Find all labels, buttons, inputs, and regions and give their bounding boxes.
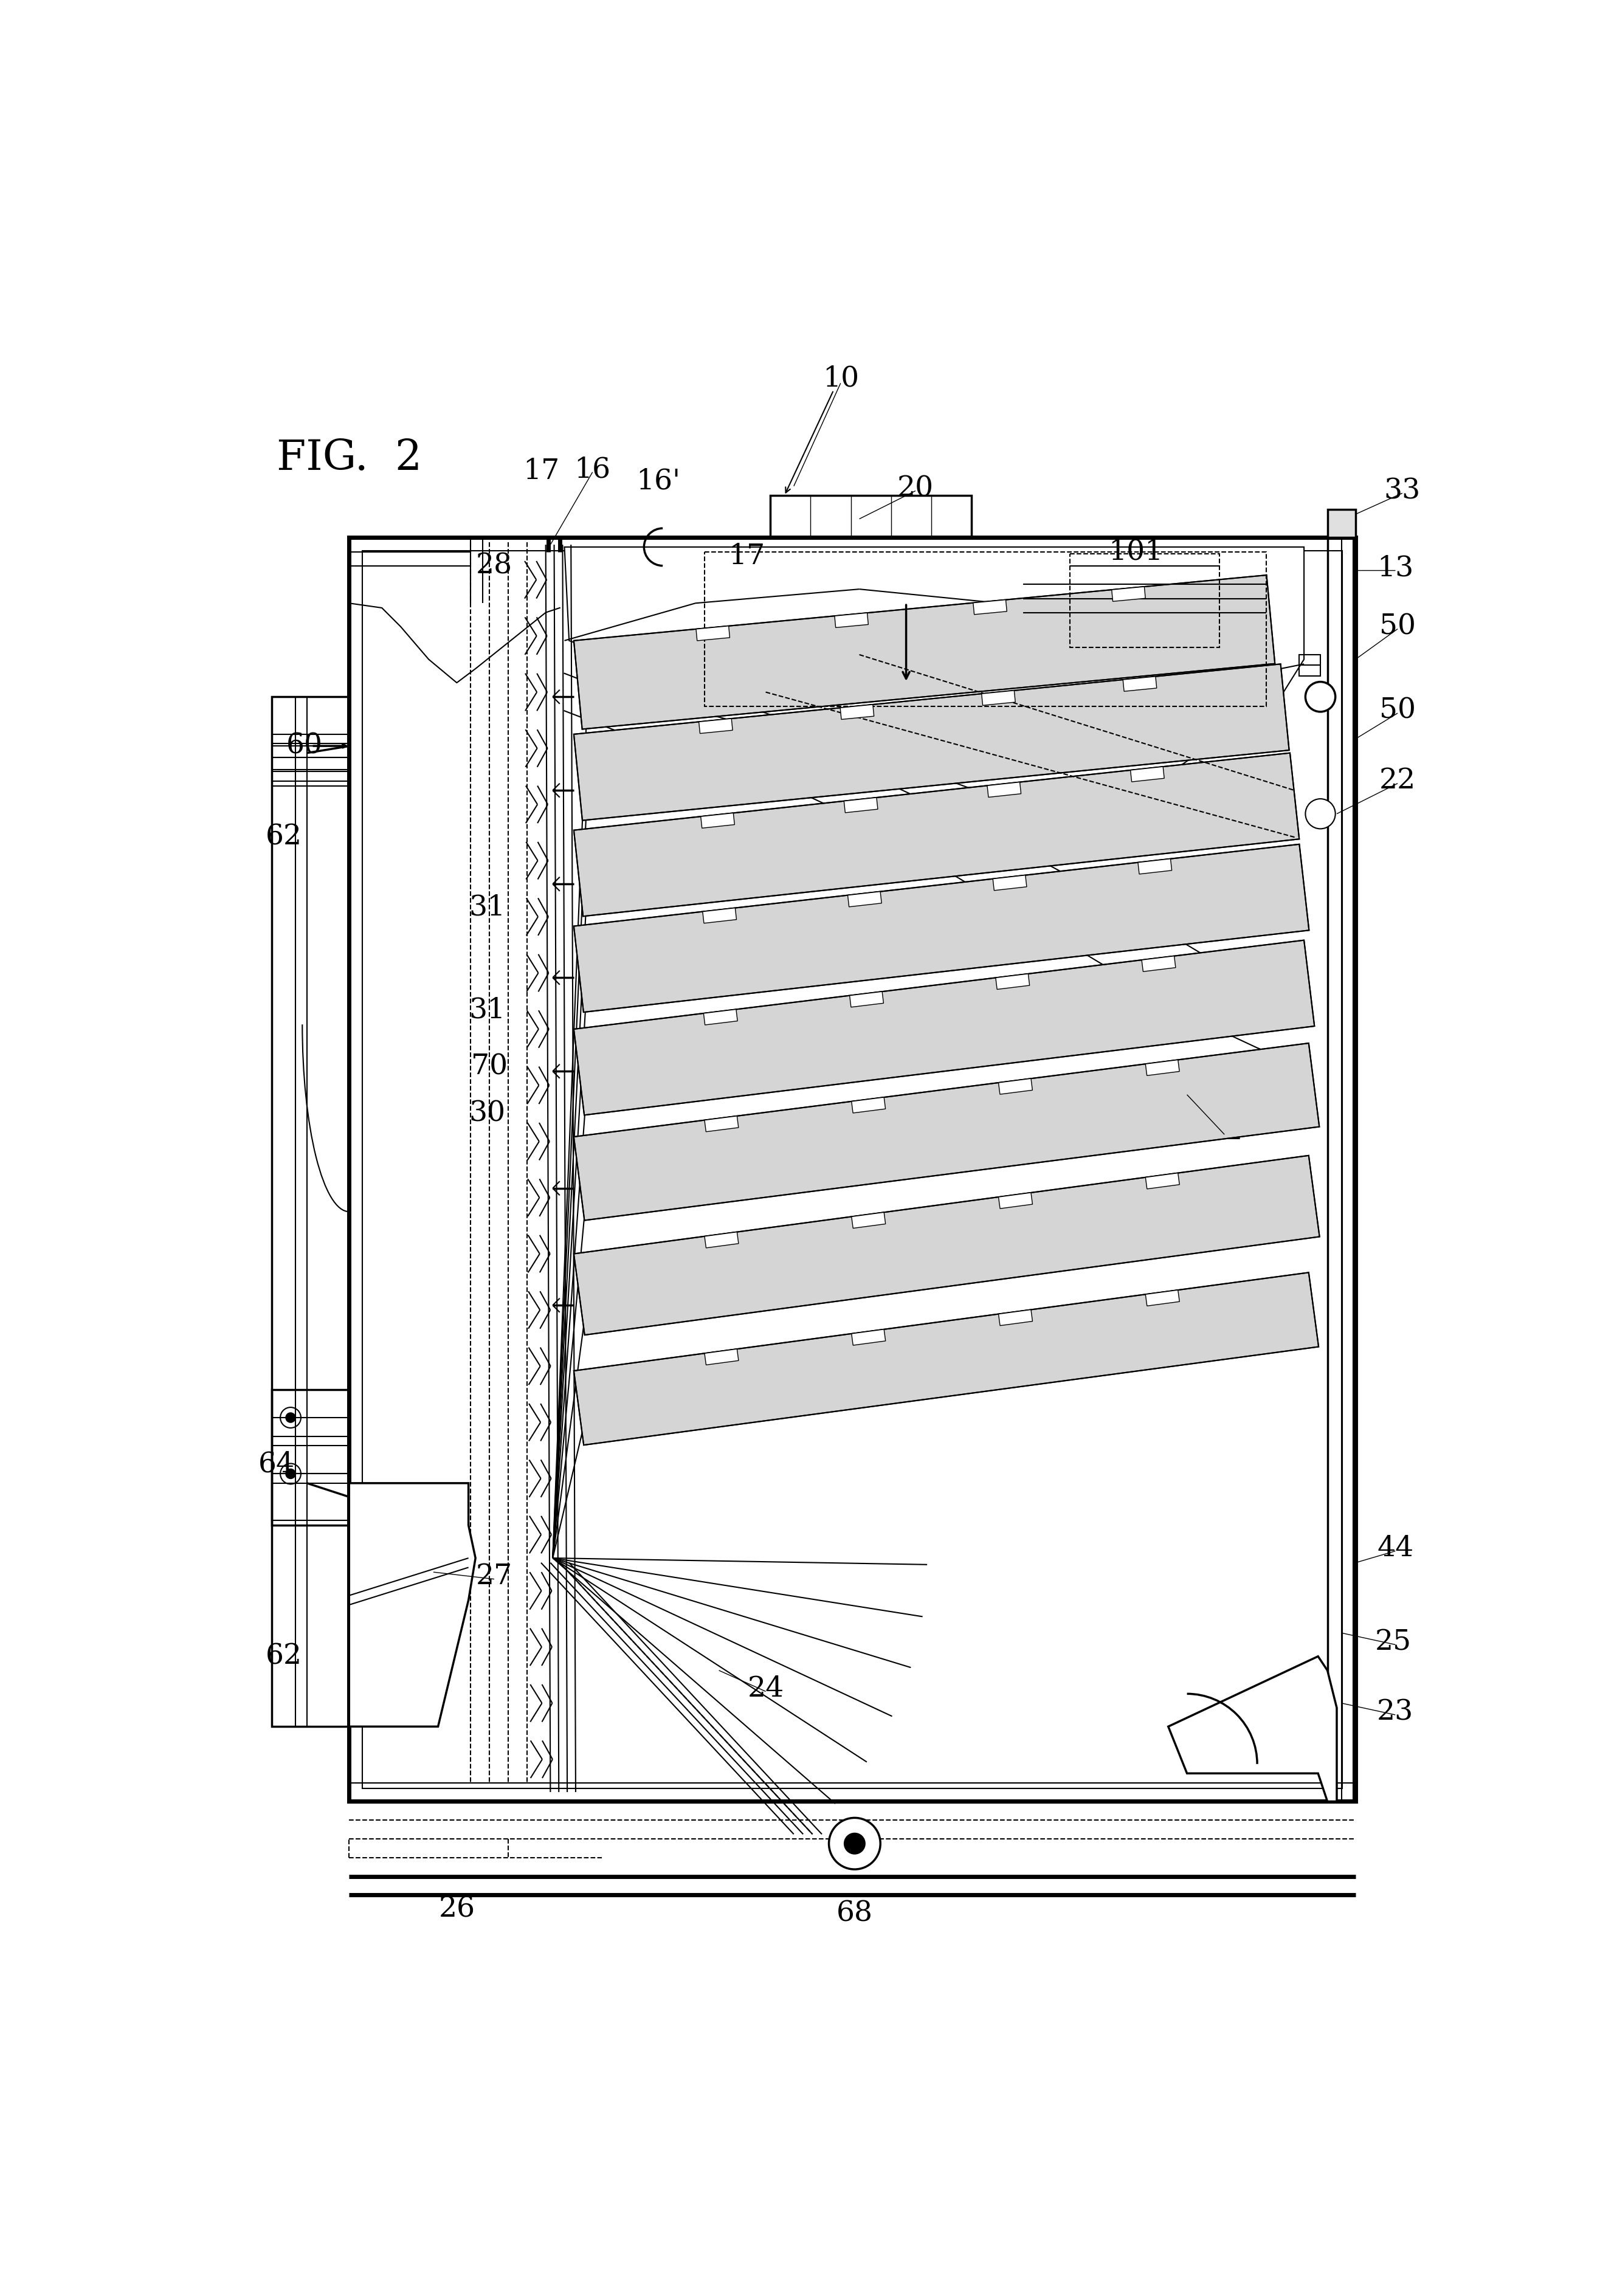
Polygon shape bbox=[1168, 1655, 1336, 1802]
Bar bbox=[272, 1483, 349, 1520]
Text: 30: 30 bbox=[469, 1100, 506, 1127]
Polygon shape bbox=[704, 1116, 739, 1132]
Polygon shape bbox=[998, 1309, 1032, 1325]
Polygon shape bbox=[574, 753, 1299, 916]
Text: 32: 32 bbox=[1206, 1118, 1243, 1146]
Text: 31: 31 bbox=[469, 893, 506, 921]
Text: FIG.  2: FIG. 2 bbox=[277, 439, 422, 478]
Text: 24: 24 bbox=[747, 1676, 784, 1704]
Text: 31: 31 bbox=[469, 996, 506, 1024]
Text: 17: 17 bbox=[523, 457, 560, 484]
Circle shape bbox=[286, 1469, 296, 1479]
Polygon shape bbox=[848, 891, 882, 907]
Polygon shape bbox=[998, 1079, 1032, 1095]
Text: 26: 26 bbox=[438, 1894, 475, 1922]
Polygon shape bbox=[995, 974, 1029, 990]
Polygon shape bbox=[574, 574, 1275, 730]
Polygon shape bbox=[574, 1272, 1318, 1444]
Text: 50: 50 bbox=[1379, 698, 1416, 726]
Text: 22: 22 bbox=[1379, 767, 1416, 794]
Bar bbox=[272, 696, 349, 1727]
Text: 50: 50 bbox=[1379, 613, 1416, 641]
Text: 20: 20 bbox=[898, 475, 934, 503]
Polygon shape bbox=[1131, 767, 1165, 783]
Polygon shape bbox=[1138, 859, 1171, 875]
Polygon shape bbox=[973, 599, 1006, 615]
Polygon shape bbox=[1146, 1061, 1179, 1075]
Polygon shape bbox=[851, 1097, 885, 1114]
Text: 44: 44 bbox=[1378, 1536, 1413, 1564]
Text: 17: 17 bbox=[728, 542, 765, 569]
Polygon shape bbox=[702, 907, 736, 923]
Text: 60: 60 bbox=[286, 732, 323, 760]
Polygon shape bbox=[704, 1010, 738, 1024]
Polygon shape bbox=[851, 1212, 885, 1228]
Polygon shape bbox=[574, 1042, 1320, 1221]
Polygon shape bbox=[843, 797, 878, 813]
Text: 62: 62 bbox=[266, 824, 302, 852]
Polygon shape bbox=[1142, 955, 1176, 971]
Bar bbox=[706, 551, 1267, 707]
Polygon shape bbox=[1112, 588, 1146, 602]
Bar bbox=[1299, 654, 1320, 675]
Text: 33: 33 bbox=[1384, 478, 1421, 505]
Polygon shape bbox=[704, 1233, 739, 1249]
Circle shape bbox=[286, 1412, 296, 1421]
Polygon shape bbox=[349, 1483, 475, 1727]
Text: 13: 13 bbox=[1378, 553, 1413, 581]
Text: 27: 27 bbox=[475, 1564, 512, 1591]
Text: 28: 28 bbox=[475, 551, 512, 579]
Circle shape bbox=[829, 1818, 880, 1869]
Text: 70: 70 bbox=[472, 1054, 507, 1081]
Bar bbox=[1328, 510, 1355, 537]
Polygon shape bbox=[998, 1192, 1032, 1208]
Bar bbox=[1070, 553, 1219, 647]
Polygon shape bbox=[850, 992, 883, 1008]
Circle shape bbox=[1306, 682, 1336, 712]
Polygon shape bbox=[704, 1350, 739, 1364]
Polygon shape bbox=[851, 1329, 885, 1345]
Polygon shape bbox=[987, 783, 1021, 797]
Bar bbox=[770, 496, 971, 537]
Polygon shape bbox=[835, 613, 869, 627]
Polygon shape bbox=[565, 546, 1304, 838]
Bar bbox=[362, 551, 1342, 1789]
Polygon shape bbox=[701, 813, 734, 829]
Polygon shape bbox=[574, 664, 1290, 820]
Text: 101: 101 bbox=[1109, 537, 1163, 565]
Polygon shape bbox=[574, 1155, 1320, 1334]
Polygon shape bbox=[1146, 1290, 1179, 1306]
Text: 23: 23 bbox=[1378, 1699, 1413, 1727]
Polygon shape bbox=[699, 719, 733, 732]
Bar bbox=[349, 537, 1355, 1802]
Polygon shape bbox=[840, 705, 874, 719]
Text: 62: 62 bbox=[266, 1642, 302, 1669]
Text: 16: 16 bbox=[574, 457, 611, 484]
Polygon shape bbox=[981, 691, 1016, 705]
Bar bbox=[272, 1437, 349, 1474]
Polygon shape bbox=[574, 845, 1309, 1013]
Polygon shape bbox=[994, 875, 1027, 891]
Circle shape bbox=[1306, 799, 1336, 829]
Polygon shape bbox=[1123, 677, 1157, 691]
Text: 25: 25 bbox=[1374, 1628, 1411, 1655]
Text: 10: 10 bbox=[822, 365, 859, 393]
Circle shape bbox=[845, 1832, 866, 1853]
Polygon shape bbox=[574, 939, 1315, 1116]
Polygon shape bbox=[696, 627, 730, 641]
Bar bbox=[272, 1389, 349, 1525]
Text: 16': 16' bbox=[635, 468, 680, 496]
Polygon shape bbox=[1146, 1173, 1179, 1189]
Text: 64: 64 bbox=[258, 1451, 294, 1479]
Text: 68: 68 bbox=[837, 1901, 874, 1929]
